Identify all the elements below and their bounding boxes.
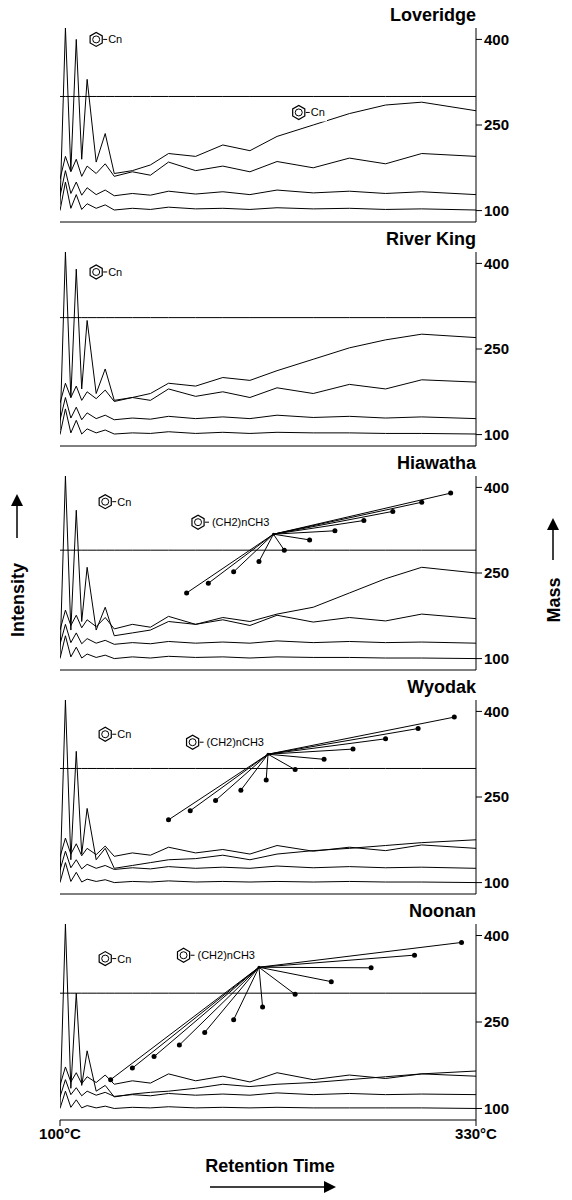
svg-text:Cn: Cn <box>108 266 122 278</box>
html-text:Loveridge: Loveridge <box>390 5 476 25</box>
svg-text:100: 100 <box>484 650 509 667</box>
svg-text:100: 100 <box>484 426 509 443</box>
svg-text:400: 400 <box>484 703 509 720</box>
svg-text:250: 250 <box>484 788 509 805</box>
svg-text:400: 400 <box>484 927 509 944</box>
svg-text:Retention Time: Retention Time <box>205 1156 335 1176</box>
html-text:Noonan: Noonan <box>409 901 476 921</box>
html-text:River King: River King <box>386 229 476 249</box>
html-text:Hiawatha: Hiawatha <box>397 453 476 473</box>
svg-text:Cn: Cn <box>117 953 131 965</box>
svg-text:Intensity: Intensity <box>8 563 28 637</box>
svg-text:Cn: Cn <box>108 33 122 45</box>
svg-text:250: 250 <box>484 564 509 581</box>
svg-text:330°C: 330°C <box>455 1125 497 1142</box>
svg-text:400: 400 <box>484 31 509 48</box>
svg-text:100: 100 <box>484 874 509 891</box>
svg-text:100: 100 <box>484 202 509 219</box>
html-text:Wyodak: Wyodak <box>407 677 476 697</box>
svg-text:400: 400 <box>484 479 509 496</box>
svg-text:250: 250 <box>484 116 509 133</box>
svg-text:(CH2)nCH3: (CH2)nCH3 <box>197 949 254 961</box>
svg-text:100: 100 <box>484 1100 509 1117</box>
svg-text:(CH2)nCH3: (CH2)nCH3 <box>212 516 269 528</box>
svg-text:400: 400 <box>484 255 509 272</box>
svg-text:Cn: Cn <box>311 106 325 118</box>
svg-text:Mass: Mass <box>544 577 564 622</box>
svg-text:(CH2)nCH3: (CH2)nCH3 <box>207 736 264 748</box>
svg-text:Cn: Cn <box>117 496 131 508</box>
svg-text:250: 250 <box>484 1013 509 1030</box>
svg-text:Cn: Cn <box>117 728 131 740</box>
svg-text:100°C: 100°C <box>39 1125 81 1142</box>
svg-text:250: 250 <box>484 340 509 357</box>
